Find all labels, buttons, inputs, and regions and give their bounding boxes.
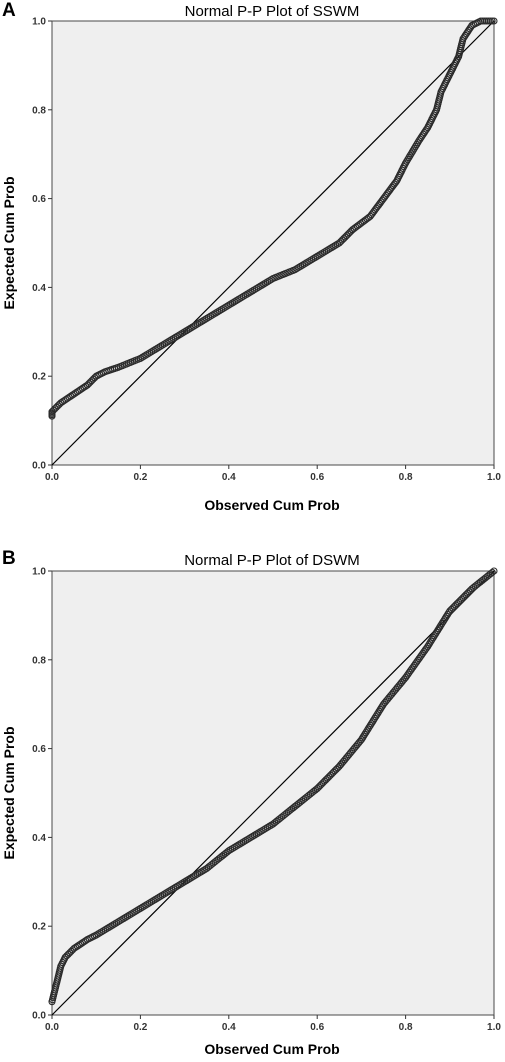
reference-line (51, 570, 495, 1016)
y-axis-label: Expected Cum Prob (1, 176, 17, 309)
data-point (436, 623, 444, 631)
y-tick-label: 0.8 (32, 655, 46, 666)
data-point (427, 637, 435, 645)
x-tick-label: 0.6 (310, 472, 324, 483)
y-tick-label: 0.6 (32, 194, 46, 205)
scatter-points (48, 17, 498, 420)
data-point (377, 704, 385, 712)
data-point (364, 725, 372, 733)
y-tick-label: 0.4 (32, 283, 46, 294)
scatter-points (48, 567, 498, 1006)
data-point (361, 730, 369, 738)
x-tick-label: 0.0 (45, 1022, 59, 1033)
y-tick-label: 0.0 (32, 1011, 46, 1022)
data-point (423, 125, 431, 133)
panel-letter: B (2, 548, 16, 569)
data-point (444, 610, 452, 619)
y-tick-label: 0.4 (32, 833, 46, 844)
x-tick-label: 0.4 (222, 1022, 236, 1033)
data-point (441, 614, 449, 622)
y-tick-label: 0.2 (32, 922, 46, 933)
x-tick-label: 0.0 (45, 472, 59, 483)
x-tick-label: 0.8 (399, 1022, 413, 1033)
data-point (434, 626, 442, 635)
pp-plot-chart: Normal P-P Plot of DSWM Observed Cum Pro… (1, 552, 501, 1057)
data-point (438, 619, 446, 627)
data-point (430, 632, 438, 640)
data-point (372, 713, 380, 721)
data-point (373, 711, 381, 719)
x-axis-label: Observed Cum Prob (204, 1041, 339, 1057)
x-tick-label: 0.2 (133, 472, 147, 483)
y-tick-label: 0.8 (32, 105, 46, 116)
y-axis-label: Expected Cum Prob (1, 726, 17, 859)
data-point (366, 721, 374, 730)
x-tick-label: 0.8 (399, 472, 413, 483)
pp-plot-chart: Normal P-P Plot of SSWM Observed Cum Pro… (1, 3, 501, 513)
data-point (435, 625, 443, 633)
data-point (358, 734, 367, 742)
data-point (422, 644, 431, 652)
data-point (432, 628, 441, 636)
chart-panel-a: A Normal P-P Plot of SSWM Observed Cum P… (0, 0, 505, 520)
data-point (424, 642, 432, 651)
x-axis-label: Observed Cum Prob (204, 497, 339, 513)
data-point (490, 17, 498, 25)
x-tick-label: 1.0 (487, 1022, 501, 1033)
data-point (428, 635, 436, 643)
x-tick-label: 0.4 (222, 472, 236, 483)
y-tick-label: 1.0 (32, 17, 46, 28)
x-tick-label: 0.2 (133, 1022, 147, 1033)
data-point (82, 937, 90, 945)
chart-title: Normal P-P Plot of DSWM (184, 552, 360, 569)
data-point (368, 718, 377, 726)
y-tick-label: 0.0 (32, 461, 46, 472)
data-point (425, 641, 433, 649)
y-tick-label: 0.2 (32, 372, 46, 383)
chart-title: Normal P-P Plot of SSWM (185, 3, 360, 20)
data-point (490, 567, 498, 575)
data-point (370, 716, 378, 724)
data-point (440, 616, 448, 624)
y-tick-label: 1.0 (32, 567, 46, 578)
x-tick-label: 1.0 (487, 472, 501, 483)
chart-panel-b: B Normal P-P Plot of DSWM Observed Cum P… (0, 548, 505, 1062)
data-point (486, 17, 494, 25)
data-point (367, 720, 375, 728)
data-point (363, 727, 371, 735)
x-tick-label: 0.6 (310, 1022, 324, 1033)
y-tick-label: 0.6 (32, 744, 46, 755)
data-point (375, 707, 383, 715)
data-point (365, 723, 373, 731)
reference-line (51, 20, 495, 466)
data-point (488, 568, 496, 576)
panel-letter: A (2, 0, 16, 21)
